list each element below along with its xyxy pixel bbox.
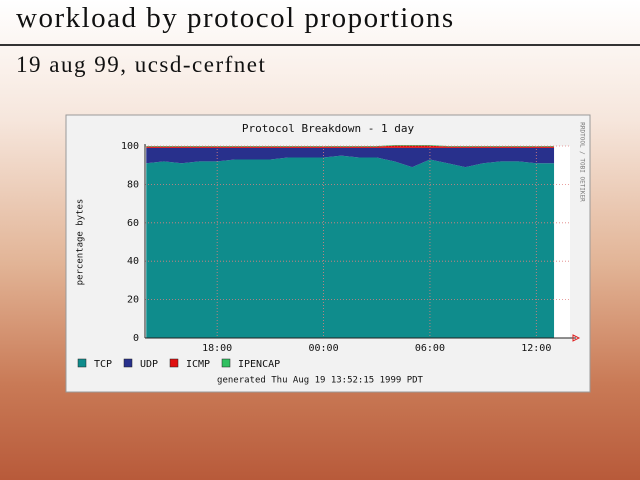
legend-swatch: [169, 358, 179, 368]
axis-arrow: [572, 334, 581, 342]
area: [146, 145, 555, 148]
chart-title: Protocol Breakdown - 1 day: [242, 122, 415, 135]
legend-swatch: [221, 358, 231, 368]
x-tick-label: 00:00: [308, 343, 338, 354]
area: [146, 145, 555, 147]
legend-label: UDP: [140, 359, 158, 370]
legend-label: IPENCAP: [238, 359, 280, 370]
side-note: RRDTOOL / TOBI OETIKER: [579, 122, 586, 202]
legend-label: ICMP: [186, 359, 210, 370]
slide-subtitle: 19 aug 99, ucsd-cerfnet: [16, 52, 267, 77]
legend-label: TCP: [94, 359, 112, 370]
x-tick-label: 18:00: [202, 343, 232, 354]
area: [146, 155, 555, 338]
footer: generated Thu Aug 19 13:52:15 1999 PDT: [217, 376, 423, 386]
title-rule: [0, 44, 640, 46]
y-tick-label: 0: [133, 333, 139, 344]
legend-swatch: [77, 358, 87, 368]
x-tick-label: 12:00: [521, 343, 551, 354]
y-tick-label: 60: [127, 218, 139, 229]
y-tick-label: 80: [127, 179, 139, 190]
y-tick-label: 20: [127, 295, 139, 306]
y-tick-label: 40: [127, 256, 139, 267]
y-axis-label: percentage bytes: [76, 199, 86, 286]
legend-swatch: [123, 358, 133, 368]
y-tick-label: 100: [121, 141, 139, 152]
slide-title: workload by protocol proportions: [16, 2, 455, 34]
area: [146, 147, 555, 168]
x-tick-label: 06:00: [415, 343, 445, 354]
